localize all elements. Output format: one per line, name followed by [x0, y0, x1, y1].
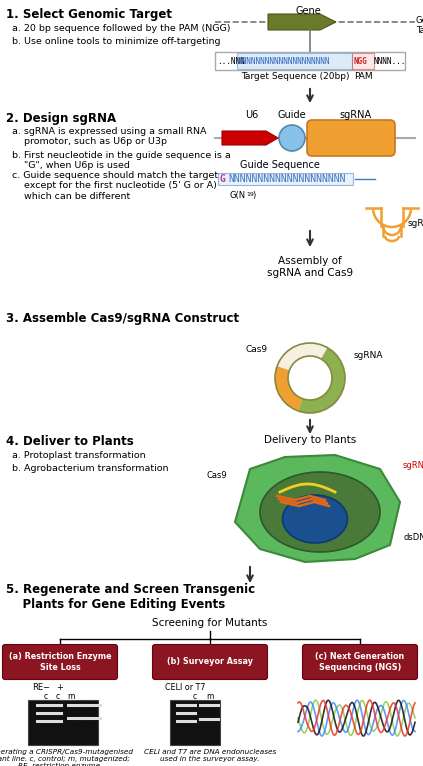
Text: U6: U6	[245, 110, 258, 120]
Text: 19: 19	[246, 192, 254, 197]
Text: ): )	[252, 191, 255, 200]
FancyBboxPatch shape	[3, 644, 118, 679]
Ellipse shape	[283, 495, 348, 543]
Text: (a) Restriction Enzyme
Site Loss: (a) Restriction Enzyme Site Loss	[9, 653, 111, 672]
Text: Genomic
Target: Genomic Target	[416, 16, 423, 35]
Text: RE: RE	[32, 683, 43, 692]
Text: Screening for Mutants: Screening for Mutants	[152, 618, 268, 628]
Text: −: −	[42, 683, 49, 692]
FancyArrow shape	[222, 131, 278, 145]
Text: CELI and T7 are DNA endonucleases
used in the surveyor assay.: CELI and T7 are DNA endonucleases used i…	[144, 749, 276, 762]
Text: Gene: Gene	[295, 6, 321, 16]
Text: m: m	[206, 692, 214, 701]
Text: Cas9: Cas9	[206, 470, 227, 480]
Text: NGG: NGG	[353, 57, 367, 67]
Text: 3. Assemble Cas9/sgRNA Construct: 3. Assemble Cas9/sgRNA Construct	[6, 312, 239, 325]
Text: c: c	[193, 692, 197, 701]
Text: sgRNA: sgRNA	[339, 110, 371, 120]
FancyBboxPatch shape	[170, 700, 220, 745]
Wedge shape	[275, 366, 302, 411]
Text: dsDNA: dsDNA	[403, 532, 423, 542]
Text: a. sgRNA is expressed using a small RNA
    promotor, such as U6p or U3p: a. sgRNA is expressed using a small RNA …	[12, 127, 206, 146]
FancyBboxPatch shape	[218, 173, 353, 185]
Text: m: m	[67, 692, 75, 701]
Text: (c) Next Generation
Sequencing (NGS): (c) Next Generation Sequencing (NGS)	[316, 653, 405, 672]
FancyBboxPatch shape	[215, 52, 405, 70]
Text: CELI or T7: CELI or T7	[165, 683, 205, 692]
Text: 4. Deliver to Plants: 4. Deliver to Plants	[6, 435, 134, 448]
FancyBboxPatch shape	[307, 120, 395, 156]
Text: Assembly of
sgRNA and Cas9: Assembly of sgRNA and Cas9	[267, 256, 353, 277]
Text: 5. Regenerate and Screen Transgenic
    Plants for Gene Editing Events: 5. Regenerate and Screen Transgenic Plan…	[6, 583, 255, 611]
Text: a. 20 bp sequence followed by the PAM (NGG): a. 20 bp sequence followed by the PAM (N…	[12, 24, 231, 33]
Text: NNNNNNNNNNNNNNNNNNNN: NNNNNNNNNNNNNNNNNNNN	[228, 174, 346, 184]
Text: Target Sequence (20bp): Target Sequence (20bp)	[241, 72, 349, 81]
Text: 2. Design sgRNA: 2. Design sgRNA	[6, 112, 116, 125]
Text: +: +	[57, 683, 63, 692]
Text: (b) Surveyor Assay: (b) Surveyor Assay	[167, 657, 253, 666]
Text: c. Guide sequence should match the target
    except for the first nucleotide (5: c. Guide sequence should match the targe…	[12, 171, 218, 201]
Text: Delivery to Plants: Delivery to Plants	[264, 435, 356, 445]
Text: PAM: PAM	[354, 72, 372, 81]
Text: b. First neucleotide in the guide sequence is a
    "G", when U6p is used: b. First neucleotide in the guide sequen…	[12, 151, 231, 170]
Text: G: G	[220, 174, 226, 184]
Text: c: c	[44, 692, 48, 701]
Text: Guide Sequence: Guide Sequence	[240, 160, 320, 170]
Ellipse shape	[260, 472, 380, 552]
Text: sgRNA: sgRNA	[408, 220, 423, 228]
Text: 1. Select Genomic Target: 1. Select Genomic Target	[6, 8, 172, 21]
Text: NNNN...: NNNN...	[374, 57, 407, 67]
Text: ...NNN: ...NNN	[217, 57, 245, 67]
Text: sgRNA: sgRNA	[403, 460, 423, 470]
FancyBboxPatch shape	[153, 644, 267, 679]
FancyBboxPatch shape	[28, 700, 98, 745]
Text: b. Agrobacterium transformation: b. Agrobacterium transformation	[12, 464, 168, 473]
FancyBboxPatch shape	[302, 644, 418, 679]
Text: c: c	[56, 692, 60, 701]
Text: G(N: G(N	[230, 191, 246, 200]
Wedge shape	[277, 343, 343, 371]
Text: NNNNNNNNNNNNNNNNNNNN: NNNNNNNNNNNNNNNNNNNN	[237, 57, 330, 67]
FancyArrow shape	[268, 14, 336, 30]
Wedge shape	[298, 348, 345, 413]
Text: Cas9: Cas9	[246, 345, 268, 355]
Text: Generating a CRISPR/Cas9-mutagenised
plant line. c, control; m, mutagenized;
RE,: Generating a CRISPR/Cas9-mutagenised pla…	[0, 749, 134, 766]
FancyBboxPatch shape	[237, 53, 352, 69]
Text: sgRNA: sgRNA	[354, 352, 384, 361]
Text: a. Protoplast transformation: a. Protoplast transformation	[12, 451, 146, 460]
FancyBboxPatch shape	[352, 53, 374, 69]
Text: b. Use online tools to minimize off-targeting: b. Use online tools to minimize off-targ…	[12, 37, 220, 46]
Text: Guide: Guide	[277, 110, 306, 120]
Circle shape	[279, 125, 305, 151]
Polygon shape	[235, 455, 400, 562]
